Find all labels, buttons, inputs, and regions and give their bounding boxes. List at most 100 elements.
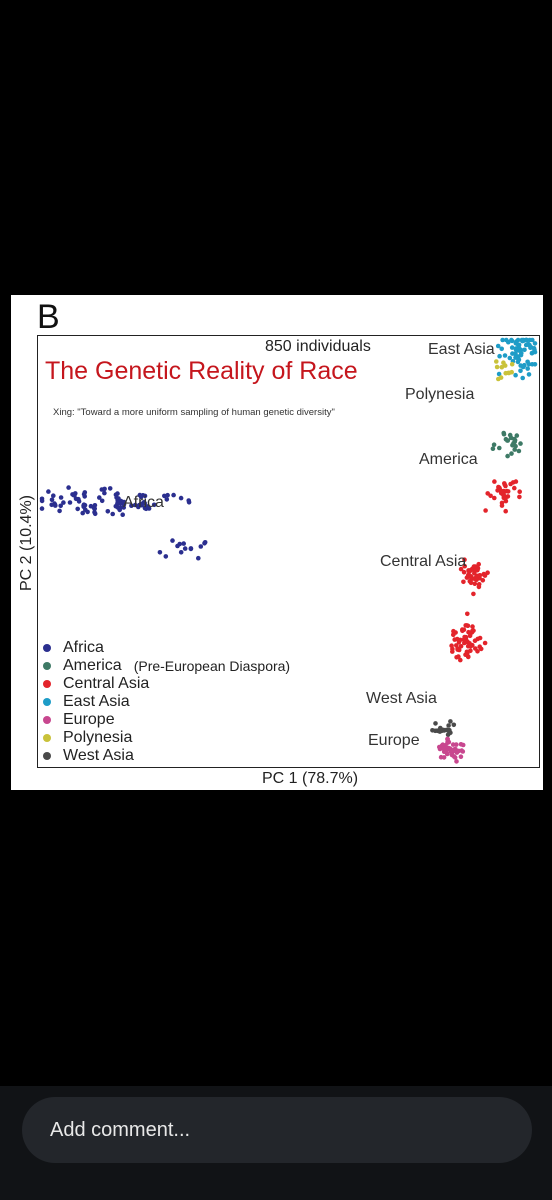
point-europe (441, 746, 447, 751)
point-central-asia (502, 481, 507, 486)
point-africa (121, 499, 127, 505)
point-polynesia (509, 361, 515, 367)
point-africa (82, 494, 87, 499)
legend-label: West Asia (63, 747, 134, 764)
point-africa (99, 498, 105, 504)
point-central-asia (517, 494, 522, 500)
legend-marker (43, 662, 51, 670)
point-africa (144, 504, 150, 509)
point-polynesia (494, 359, 499, 364)
point-central-asia (468, 580, 474, 586)
point-africa (71, 492, 77, 498)
point-east-asia (509, 337, 514, 343)
point-africa (138, 501, 144, 507)
point-polynesia (494, 364, 500, 370)
point-west-asia (448, 719, 453, 724)
point-central-asia (472, 581, 478, 586)
point-africa (151, 502, 157, 508)
point-africa (58, 503, 63, 509)
point-east-asia (513, 372, 518, 378)
point-east-asia (518, 352, 524, 358)
point-africa (39, 498, 45, 504)
point-africa (83, 507, 88, 512)
point-africa (163, 554, 169, 559)
cluster-label-polynesia: Polynesia (405, 386, 475, 403)
point-europe (440, 742, 446, 747)
point-east-asia (507, 355, 513, 361)
point-america (505, 438, 511, 443)
point-africa (46, 489, 51, 494)
point-america (508, 435, 514, 441)
point-central-asia (449, 643, 454, 648)
point-east-asia (529, 350, 535, 356)
panel-letter: B (37, 298, 60, 336)
y-axis-label: PC 2 (10.4%) (18, 494, 35, 592)
figure-subtitle: Xing: "Toward a more uniform sampling of… (53, 407, 335, 418)
legend-marker (43, 734, 51, 742)
point-europe (445, 736, 451, 742)
point-africa (92, 511, 98, 517)
point-europe (449, 752, 455, 757)
point-central-asia (503, 496, 508, 501)
point-east-asia (525, 366, 530, 371)
point-central-asia (474, 567, 480, 573)
point-central-asia (477, 635, 483, 641)
point-central-asia (462, 563, 468, 569)
point-africa (66, 485, 71, 490)
point-east-asia (499, 346, 505, 352)
point-central-asia (461, 569, 467, 575)
point-america (514, 433, 520, 438)
legend-label: Central Asia (63, 675, 150, 692)
point-america (501, 430, 507, 436)
point-east-asia (513, 352, 518, 357)
plot-frame (37, 335, 540, 768)
point-west-asia (446, 723, 451, 728)
point-central-asia (476, 582, 482, 587)
point-africa (188, 546, 194, 552)
point-east-asia (522, 347, 527, 353)
point-east-asia (496, 371, 502, 377)
legend-item-central-asia: Central Asia (43, 675, 290, 693)
legend-marker (43, 752, 51, 760)
point-central-asia (498, 490, 504, 495)
legend-note: (Pre-European Diaspora) (133, 658, 291, 674)
point-africa (196, 555, 201, 561)
point-central-asia (465, 574, 471, 579)
point-central-asia (465, 611, 470, 617)
image-viewer[interactable]: B 850 individuals The Genetic Reality of… (0, 0, 552, 1086)
point-africa (181, 541, 186, 546)
point-central-asia (450, 649, 455, 654)
point-africa (118, 501, 123, 506)
point-central-asia (508, 481, 513, 487)
point-east-asia (531, 346, 537, 351)
point-west-asia (432, 728, 438, 734)
point-central-asia (458, 644, 464, 649)
point-africa (202, 541, 207, 546)
point-africa (178, 550, 184, 555)
point-africa (120, 512, 125, 517)
point-africa (171, 492, 176, 498)
point-europe (460, 742, 466, 748)
point-east-asia (497, 353, 502, 359)
point-central-asia (456, 654, 461, 659)
point-africa (164, 497, 170, 502)
point-africa (81, 502, 87, 507)
point-central-asia (461, 579, 466, 585)
cluster-label-europe: Europe (368, 732, 420, 749)
point-central-asia (496, 484, 501, 490)
point-africa (142, 500, 147, 506)
point-africa (97, 495, 102, 500)
point-africa (186, 500, 192, 505)
point-africa (75, 506, 80, 512)
comment-bar: Add comment... (0, 1086, 552, 1200)
add-comment-input[interactable]: Add comment... (22, 1097, 532, 1163)
point-east-asia (532, 341, 538, 346)
point-africa (107, 486, 113, 491)
point-africa (76, 499, 82, 504)
point-america (491, 442, 497, 447)
point-europe (441, 755, 447, 760)
point-africa (92, 506, 97, 511)
point-central-asia (466, 568, 471, 573)
point-america (516, 448, 522, 454)
point-central-asia (482, 640, 488, 646)
